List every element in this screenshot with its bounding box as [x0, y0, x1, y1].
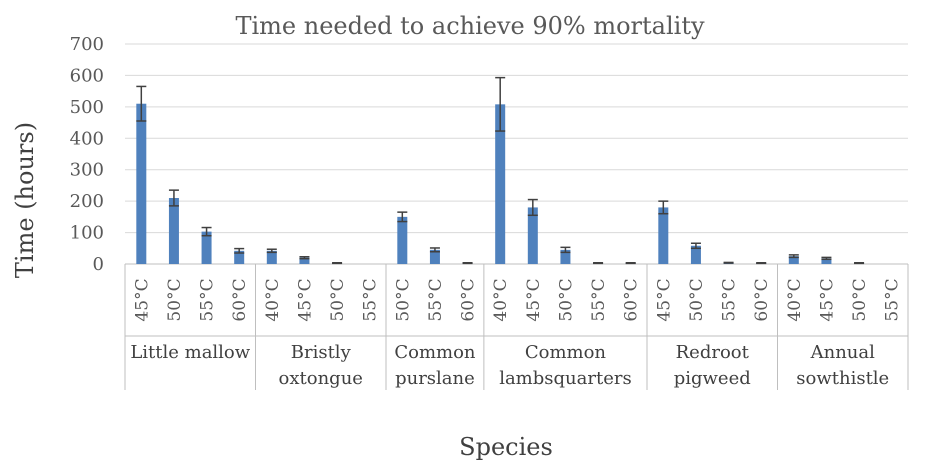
x-tick-label: 60°C: [752, 278, 772, 321]
x-tick-label: 50°C: [328, 278, 348, 321]
x-tick-label: 60°C: [230, 278, 250, 321]
y-axis-title: Time (hours): [11, 122, 39, 278]
y-tick-label: 400: [70, 128, 104, 149]
bar: [788, 256, 799, 264]
bar: [821, 258, 832, 264]
x-tick-label: 50°C: [850, 278, 870, 321]
species-groups: Little mallow Bristly oxtongue Common pursla…: [130, 342, 889, 389]
x-tick-label: 45°C: [654, 278, 674, 321]
x-axis-title: Species: [459, 433, 553, 461]
species-label: Common: [394, 342, 476, 363]
grid-lines: [124, 43, 909, 390]
x-tick-label: 60°C: [459, 278, 479, 321]
species-label: pigweed: [674, 368, 751, 389]
x-tick-label: 55°C: [198, 278, 218, 321]
species-label: sowthistle: [796, 368, 889, 389]
x-tick-label: 50°C: [165, 278, 185, 321]
bar: [234, 250, 245, 264]
bar: [299, 257, 310, 264]
x-tick-label: 55°C: [426, 278, 446, 321]
species-label: Common: [525, 342, 607, 363]
bar: [136, 103, 147, 264]
x-tick-label: 45°C: [524, 278, 544, 321]
bar: [658, 207, 669, 264]
x-tick-label: 55°C: [361, 278, 381, 321]
species-label: purslane: [395, 368, 475, 389]
x-tick-label: 40°C: [263, 278, 283, 321]
species-label: Redroot: [676, 342, 750, 363]
x-tick-label: 45°C: [295, 278, 315, 321]
y-tick-label: 100: [70, 223, 104, 244]
x-tick-label: 55°C: [883, 278, 903, 321]
y-axis-ticks: 0 100 200 300 400 500 600 700: [70, 34, 104, 275]
bar: [527, 207, 538, 264]
y-tick-label: 600: [70, 65, 104, 86]
y-tick-label: 0: [93, 254, 104, 275]
bar: [168, 198, 179, 264]
bar: [495, 104, 506, 264]
bars: [136, 76, 865, 265]
species-label: Annual: [810, 342, 876, 363]
species-label: Little mallow: [130, 342, 250, 363]
species-label: lambsquarters: [499, 368, 632, 389]
y-tick-label: 300: [70, 160, 104, 181]
x-tick-label: 50°C: [556, 278, 576, 321]
bar: [201, 231, 212, 264]
x-tick-label: 50°C: [687, 278, 707, 321]
bar: [690, 245, 701, 264]
y-tick-label: 200: [70, 191, 104, 212]
x-tick-label: 40°C: [785, 278, 805, 321]
y-tick-label: 700: [70, 34, 104, 55]
species-label: oxtongue: [279, 368, 363, 389]
x-axis-ticks: 45°C 50°C 55°C 60°C 40°C 45°C 50°C 55°C 50°C 55°C…: [132, 278, 902, 321]
x-tick-label: 40°C: [491, 278, 511, 321]
x-tick-label: 50°C: [393, 278, 413, 321]
species-label: Bristly: [291, 342, 352, 363]
bar: [429, 249, 440, 264]
chart-title: Time needed to achieve 90% mortality: [235, 12, 704, 40]
x-tick-label: 55°C: [589, 278, 609, 321]
x-tick-label: 45°C: [132, 278, 152, 321]
bar: [560, 249, 571, 264]
y-tick-label: 500: [70, 97, 104, 118]
bar: [397, 216, 408, 264]
x-tick-label: 55°C: [720, 278, 740, 321]
x-tick-label: 45°C: [817, 278, 837, 321]
bar: [266, 250, 277, 264]
x-tick-label: 60°C: [622, 278, 642, 321]
